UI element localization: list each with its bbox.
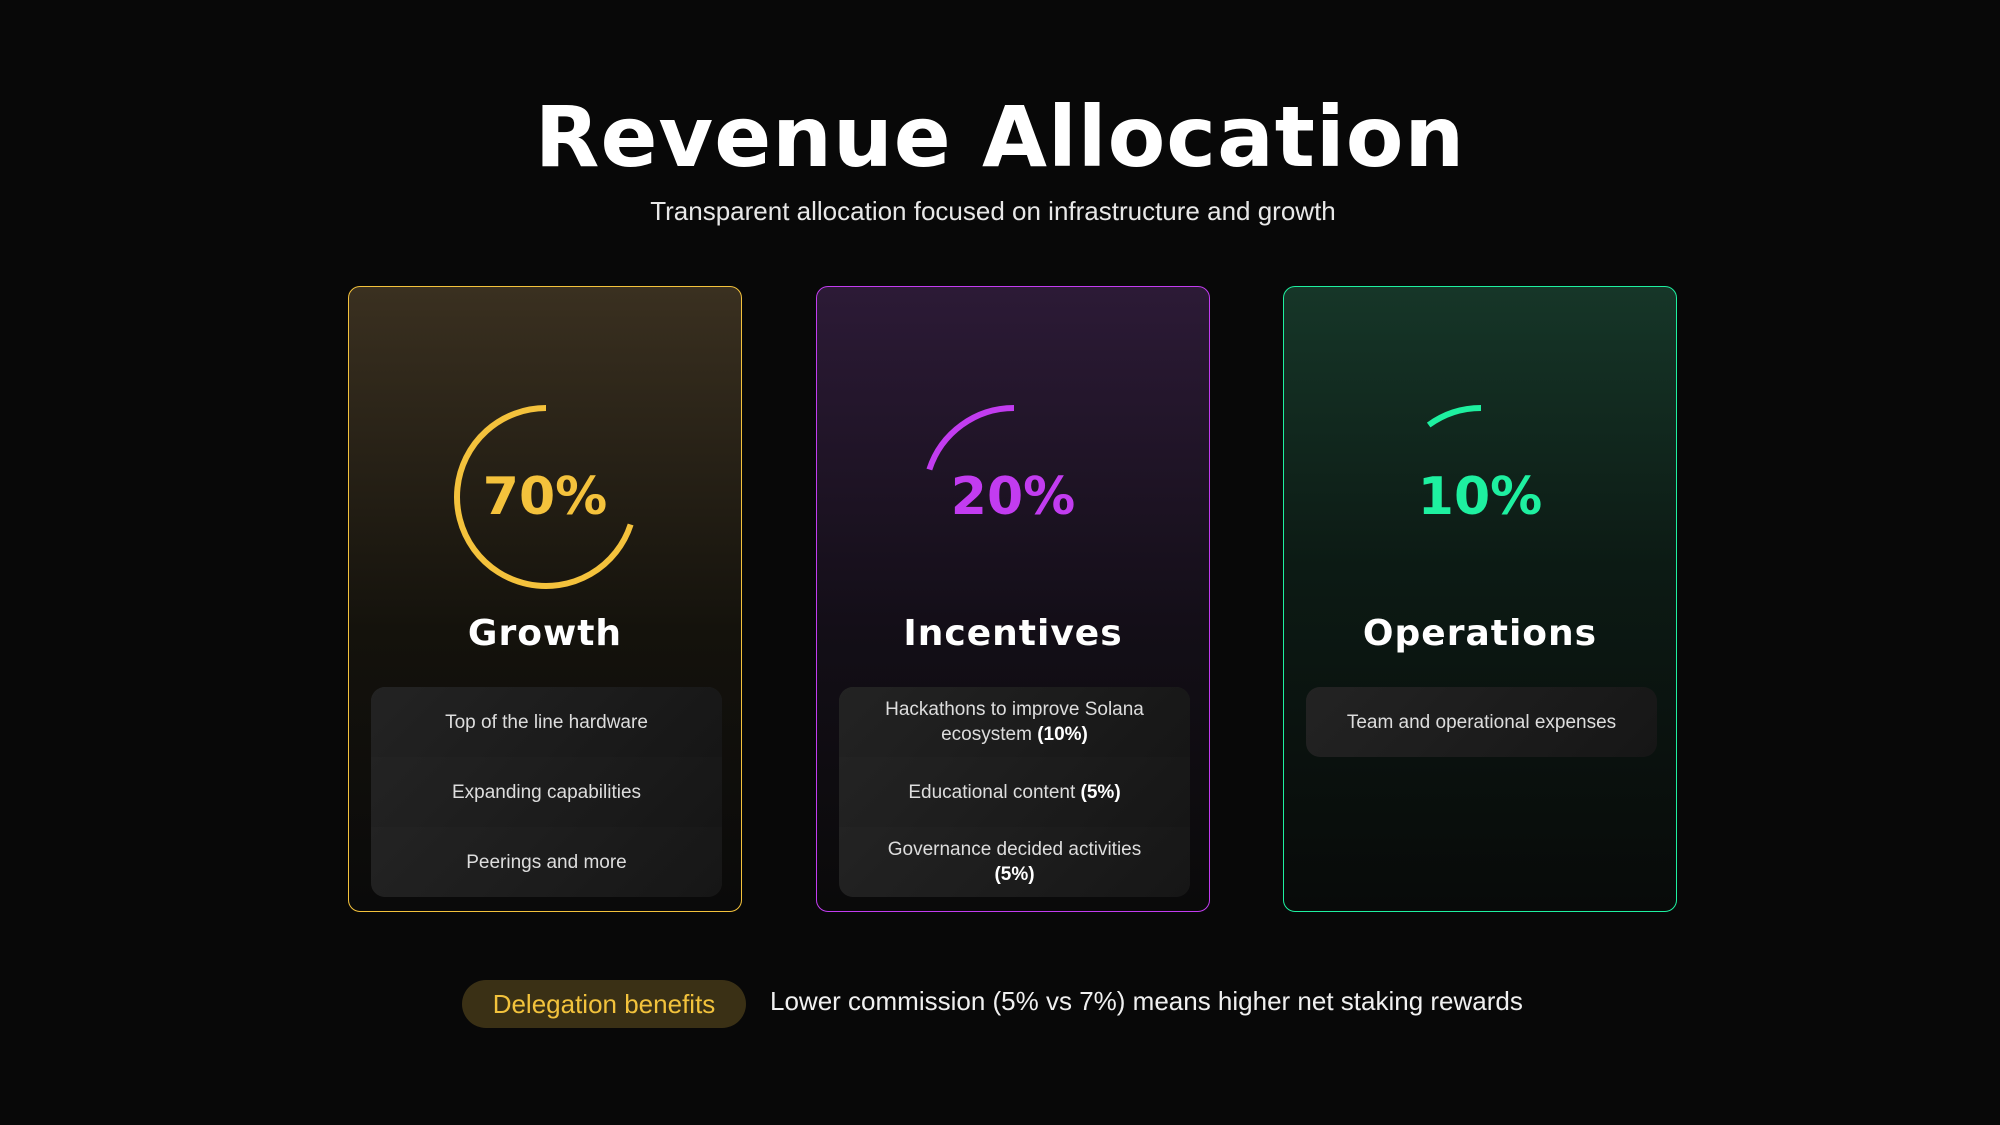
card-title: Incentives <box>903 613 1123 654</box>
allocation-card-growth: 70% Growth Top of the line hardware Expandi… <box>348 286 742 912</box>
allocation-list: Top of the line hardware Expanding capabi… <box>371 687 722 897</box>
list-item: Team and operational expenses <box>1306 687 1657 757</box>
list-item: Hackathons to improve Solana ecosystem (… <box>839 687 1190 757</box>
percent-label: 70% <box>482 467 608 527</box>
progress-arc <box>454 405 634 589</box>
page-subtitle: Transparent allocation focused on infras… <box>650 196 1336 226</box>
item-text: Team and operational expenses <box>1346 711 1617 733</box>
percent-label: 20% <box>950 467 1076 527</box>
list-item: Top of the line hardware <box>371 687 722 757</box>
list-item: Educational content (5%) <box>839 757 1190 827</box>
item-text: Peerings and more <box>466 851 627 873</box>
progress-arc <box>926 405 1015 471</box>
item-text: Hackathons to improve Solana ecosystem <box>885 699 1144 745</box>
progress-arc <box>1426 405 1482 428</box>
list-item: Peerings and more <box>371 827 722 897</box>
list-item: Governance decided activities (5%) <box>839 827 1190 897</box>
progress-ring <box>926 405 1015 471</box>
item-share: (5%) <box>1080 781 1121 803</box>
item-share: (10%) <box>1037 724 1088 745</box>
allocation-list: Team and operational expenses <box>1306 687 1657 757</box>
item-text: Educational content <box>908 781 1076 803</box>
item-share: (5%) <box>994 864 1035 885</box>
delegation-benefits-badge: Delegation benefits <box>462 980 746 1028</box>
progress-ring <box>1426 405 1482 428</box>
percent-label: 10% <box>1417 467 1543 527</box>
allocation-list: Hackathons to improve Solana ecosystem (… <box>839 687 1190 897</box>
card-title: Growth <box>467 613 623 654</box>
item-text: Top of the line hardware <box>445 711 648 733</box>
delegation-note: Lower commission (5% vs 7%) means higher… <box>770 986 1523 1016</box>
card-title: Operations <box>1362 613 1598 654</box>
list-item: Expanding capabilities <box>371 757 722 827</box>
allocation-card-operations: 10% Operations Team and operational expens… <box>1283 286 1677 912</box>
page-title: Revenue Allocation <box>534 88 1466 186</box>
item-text: Expanding capabilities <box>451 781 642 803</box>
item-text: Governance decided activities <box>887 839 1142 860</box>
allocation-card-incentives: 20% Incentives Hackathons to improve Solan… <box>816 286 1210 912</box>
progress-ring <box>454 405 634 589</box>
